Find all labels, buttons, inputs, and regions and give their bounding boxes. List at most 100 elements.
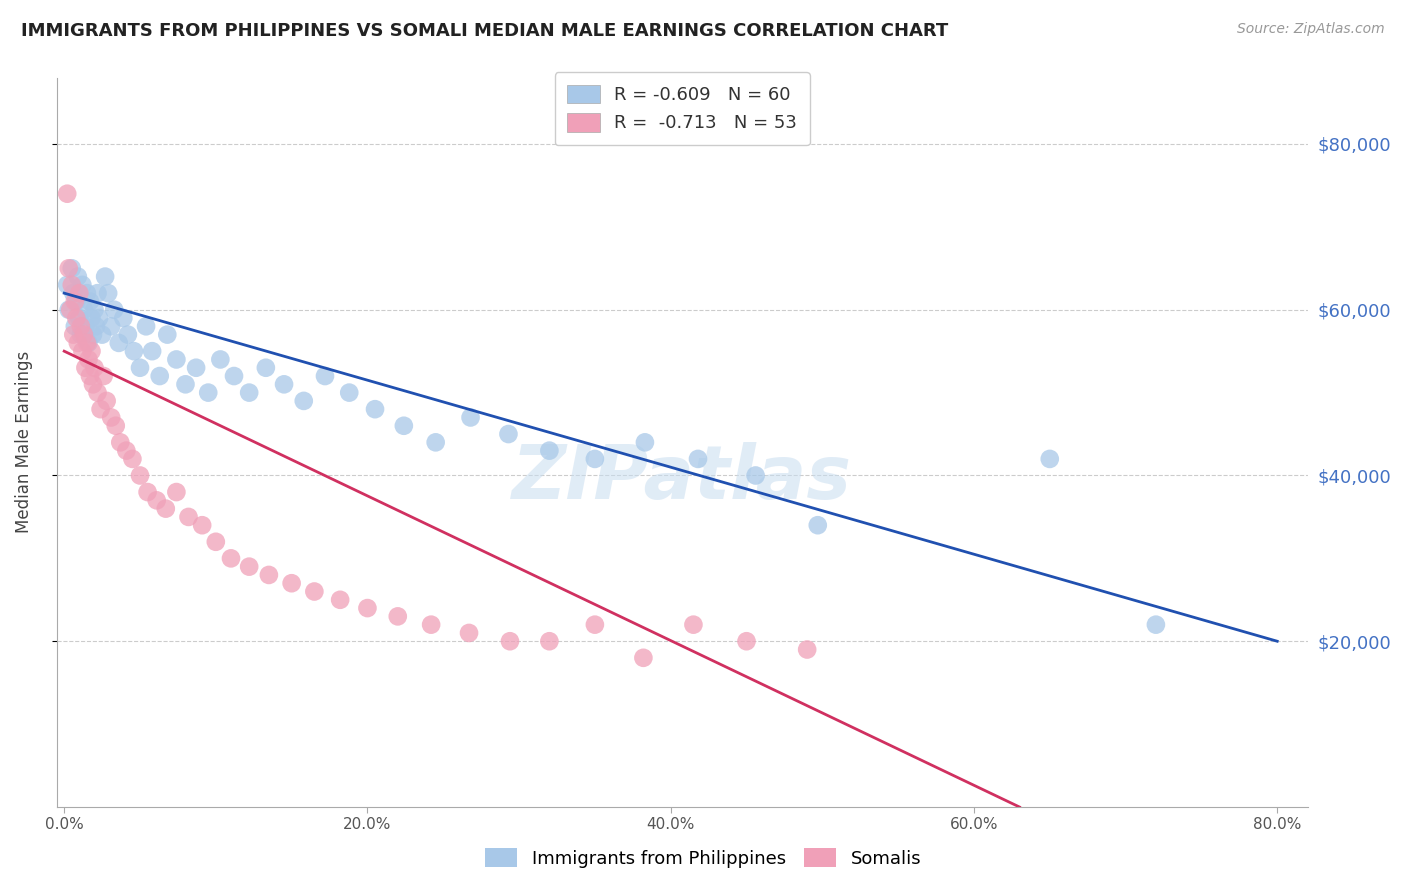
Point	[103, 302, 125, 317]
Point	[197, 385, 219, 400]
Point	[62, 286, 84, 301]
Point	[165, 352, 187, 367]
Point	[135, 319, 157, 334]
Point	[273, 377, 295, 392]
Point	[145, 493, 167, 508]
Point	[356, 601, 378, 615]
Point	[66, 269, 89, 284]
Point	[796, 642, 818, 657]
Point	[1144, 617, 1167, 632]
Point	[83, 302, 105, 317]
Point	[60, 261, 83, 276]
Point	[254, 360, 277, 375]
Point	[498, 427, 520, 442]
Point	[75, 360, 97, 375]
Point	[735, 634, 758, 648]
Point	[77, 352, 100, 367]
Point	[177, 510, 200, 524]
Point	[66, 335, 89, 350]
Point	[77, 335, 100, 350]
Point	[86, 385, 108, 400]
Point	[90, 402, 112, 417]
Point	[72, 344, 94, 359]
Point	[56, 186, 79, 201]
Point	[112, 311, 135, 326]
Point	[121, 451, 143, 466]
Point	[70, 319, 93, 334]
Point	[75, 319, 97, 334]
Point	[538, 443, 561, 458]
Point	[93, 369, 115, 384]
Point	[94, 269, 117, 284]
Point	[238, 559, 260, 574]
Point	[209, 352, 232, 367]
Point	[292, 393, 315, 408]
Point	[73, 327, 96, 342]
Point	[141, 344, 163, 359]
Point	[583, 617, 606, 632]
Point	[79, 294, 101, 309]
Point	[100, 319, 122, 334]
Point	[129, 360, 152, 375]
Point	[60, 277, 83, 292]
Point	[538, 634, 561, 648]
Point	[634, 435, 657, 450]
Legend: R = -0.609   N = 60, R =  -0.713   N = 53: R = -0.609 N = 60, R = -0.713 N = 53	[554, 72, 810, 145]
Point	[425, 435, 447, 450]
Point	[744, 468, 766, 483]
Point	[80, 311, 103, 326]
Point	[191, 518, 214, 533]
Point	[67, 311, 90, 326]
Text: IMMIGRANTS FROM PHILIPPINES VS SOMALI MEDIAN MALE EARNINGS CORRELATION CHART: IMMIGRANTS FROM PHILIPPINES VS SOMALI ME…	[21, 22, 948, 40]
Point	[87, 311, 110, 326]
Point	[155, 501, 177, 516]
Point	[686, 451, 709, 466]
Point	[184, 360, 207, 375]
Point	[70, 327, 93, 342]
Point	[392, 418, 415, 433]
Point	[1039, 451, 1062, 466]
Point	[174, 377, 197, 392]
Point	[115, 443, 138, 458]
Point	[104, 418, 127, 433]
Point	[84, 319, 107, 334]
Text: ZIPatlas: ZIPatlas	[512, 442, 852, 516]
Point	[76, 335, 98, 350]
Point	[82, 327, 104, 342]
Point	[86, 286, 108, 301]
Point	[204, 534, 226, 549]
Point	[96, 393, 118, 408]
Point	[97, 286, 120, 301]
Point	[633, 650, 655, 665]
Point	[499, 634, 522, 648]
Point	[59, 302, 82, 317]
Point	[100, 410, 122, 425]
Point	[136, 485, 159, 500]
Point	[58, 302, 80, 317]
Point	[76, 286, 98, 301]
Point	[62, 327, 84, 342]
Point	[682, 617, 704, 632]
Point	[583, 451, 606, 466]
Point	[219, 551, 242, 566]
Point	[56, 277, 79, 292]
Point	[280, 576, 302, 591]
Point	[807, 518, 830, 533]
Point	[337, 385, 360, 400]
Point	[83, 360, 105, 375]
Point	[149, 369, 172, 384]
Point	[79, 369, 101, 384]
Point	[156, 327, 179, 342]
Point	[91, 327, 114, 342]
Point	[304, 584, 326, 599]
Point	[458, 626, 481, 640]
Point	[117, 327, 139, 342]
Y-axis label: Median Male Earnings: Median Male Earnings	[15, 351, 32, 533]
Point	[238, 385, 260, 400]
Point	[67, 286, 90, 301]
Legend: Immigrants from Philippines, Somalis: Immigrants from Philippines, Somalis	[474, 838, 932, 879]
Point	[420, 617, 443, 632]
Point	[65, 311, 87, 326]
Point	[387, 609, 409, 624]
Point	[329, 592, 352, 607]
